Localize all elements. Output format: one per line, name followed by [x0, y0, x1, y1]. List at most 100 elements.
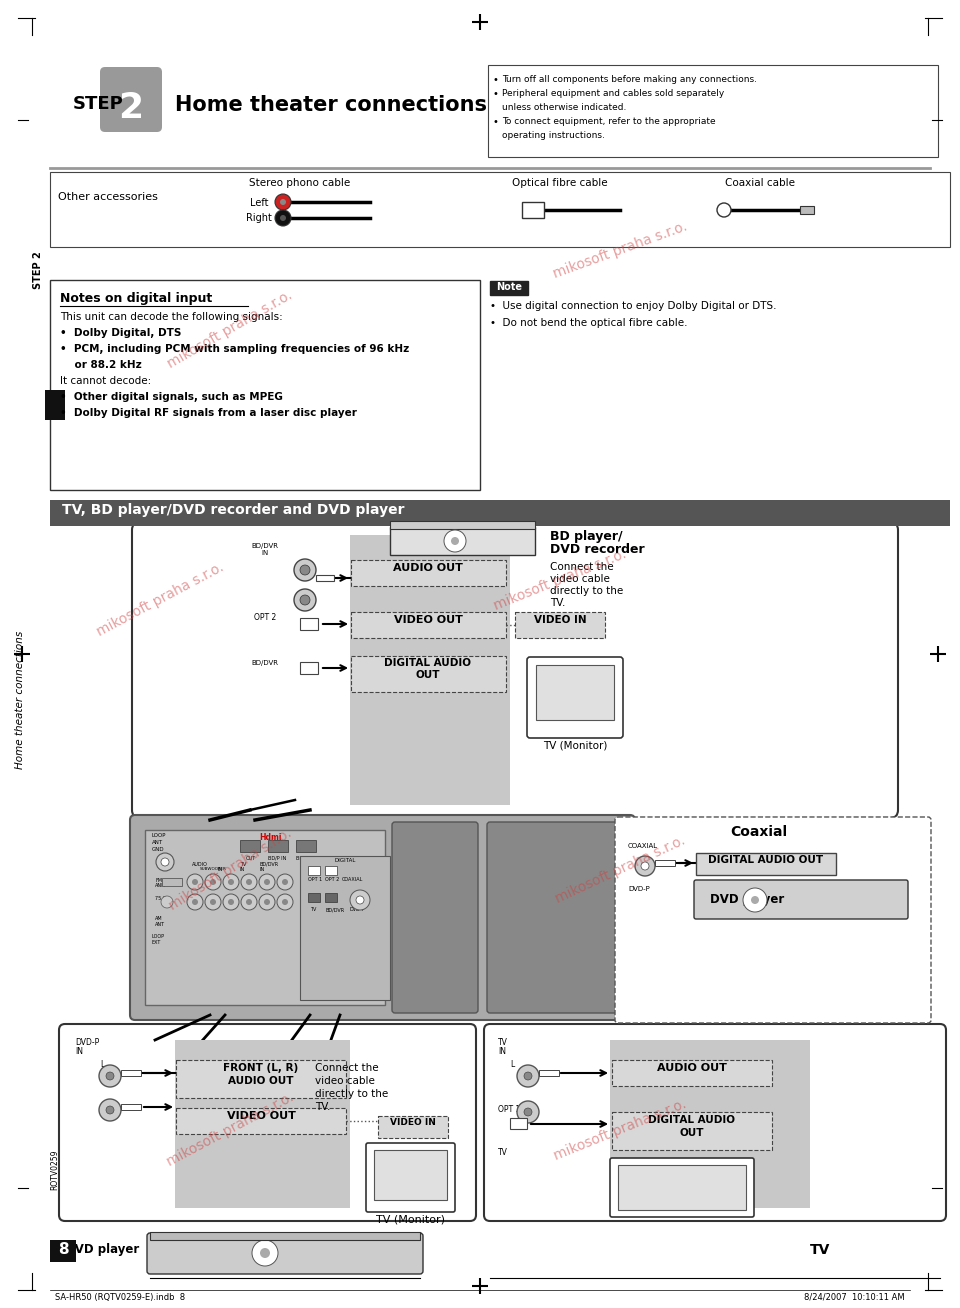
Circle shape: [223, 874, 239, 889]
FancyBboxPatch shape: [100, 67, 162, 132]
Text: OUT: OUT: [416, 670, 441, 680]
Text: Left: Left: [250, 198, 269, 208]
Bar: [390, 521, 535, 528]
Bar: [696, 853, 836, 875]
Circle shape: [246, 879, 252, 886]
Text: Home theater connections: Home theater connections: [15, 630, 25, 769]
Text: It cannot decode:: It cannot decode:: [60, 375, 152, 386]
Bar: [374, 1150, 447, 1199]
Circle shape: [187, 893, 203, 910]
Text: video cable: video cable: [550, 574, 610, 583]
Text: mikosoft praha s.r.o.: mikosoft praha s.r.o.: [94, 561, 226, 640]
Text: Other accessories: Other accessories: [58, 192, 157, 201]
Text: BD/DVR: BD/DVR: [260, 862, 279, 867]
FancyBboxPatch shape: [351, 560, 506, 586]
Circle shape: [205, 893, 221, 910]
Bar: [316, 576, 334, 581]
Text: DVD-P: DVD-P: [75, 1039, 99, 1046]
Text: TV.: TV.: [315, 1103, 330, 1112]
Bar: [522, 201, 544, 218]
FancyBboxPatch shape: [351, 657, 506, 692]
Text: DIGITAL: DIGITAL: [334, 858, 356, 863]
Text: video cable: video cable: [315, 1076, 374, 1086]
Circle shape: [635, 855, 655, 876]
Circle shape: [641, 862, 649, 870]
Text: LOOP: LOOP: [152, 833, 166, 838]
Circle shape: [241, 893, 257, 910]
FancyBboxPatch shape: [612, 1112, 772, 1150]
Text: ROTV0259: ROTV0259: [50, 1150, 59, 1190]
Bar: [300, 662, 318, 674]
Text: Home theater connections: Home theater connections: [175, 95, 487, 115]
Bar: [610, 1040, 810, 1209]
Circle shape: [277, 893, 293, 910]
Text: Note: Note: [496, 283, 522, 292]
Text: BD/DVR IN: BD/DVR IN: [296, 855, 322, 861]
Circle shape: [517, 1101, 539, 1124]
Bar: [50, 500, 950, 526]
Text: DIGITAL AUDIO: DIGITAL AUDIO: [649, 1114, 735, 1125]
Text: TV (Monitor): TV (Monitor): [542, 740, 607, 749]
Circle shape: [106, 1073, 114, 1080]
Text: AUDIO OUT: AUDIO OUT: [228, 1076, 294, 1086]
Text: STEP: STEP: [73, 95, 124, 112]
Circle shape: [280, 215, 286, 221]
Text: This unit can decode the following signals:: This unit can decode the following signa…: [60, 313, 283, 322]
Text: mikosoft praha s.r.o.: mikosoft praha s.r.o.: [553, 833, 687, 906]
Text: AUDIO: AUDIO: [192, 862, 208, 867]
Text: 8: 8: [58, 1243, 68, 1257]
Text: GND: GND: [152, 848, 164, 852]
Text: DIGITAL AUDIO: DIGITAL AUDIO: [385, 658, 471, 668]
Bar: [308, 893, 320, 903]
Text: BD/DVR: BD/DVR: [252, 543, 278, 549]
Text: mikosoft praha s.r.o.: mikosoft praha s.r.o.: [551, 220, 689, 281]
FancyBboxPatch shape: [527, 657, 623, 738]
Bar: [390, 527, 535, 555]
Text: STEP 2: STEP 2: [33, 251, 43, 289]
Text: VIDEO OUT: VIDEO OUT: [394, 615, 463, 625]
FancyBboxPatch shape: [366, 1143, 455, 1213]
Text: TV: TV: [498, 1039, 508, 1046]
Circle shape: [192, 879, 198, 886]
Bar: [296, 840, 316, 852]
Circle shape: [246, 899, 252, 905]
Circle shape: [524, 1073, 532, 1080]
Text: IN: IN: [218, 867, 224, 872]
Text: Optical fibre cable: Optical fibre cable: [513, 178, 608, 188]
Text: •  Do not bend the optical fibre cable.: • Do not bend the optical fibre cable.: [490, 318, 687, 328]
Circle shape: [444, 530, 466, 552]
Text: •  Dolby Digital RF signals from a laser disc player: • Dolby Digital RF signals from a laser …: [60, 408, 357, 419]
Text: SUBWOOFER: SUBWOOFER: [200, 867, 227, 871]
Circle shape: [161, 858, 169, 866]
Circle shape: [264, 879, 270, 886]
Text: mikosoft praha s.r.o.: mikosoft praha s.r.o.: [165, 289, 295, 371]
Text: TV (Monitor): TV (Monitor): [375, 1214, 444, 1224]
Text: 2: 2: [118, 92, 144, 126]
Text: Coaxial cable: Coaxial cable: [725, 178, 795, 188]
Text: Turn off all components before making any connections.: Turn off all components before making an…: [502, 75, 757, 84]
Text: mikosoft praha s.r.o.: mikosoft praha s.r.o.: [492, 547, 629, 613]
Circle shape: [205, 874, 221, 889]
Text: •  Use digital connection to enjoy Dolby Digital or DTS.: • Use digital connection to enjoy Dolby …: [490, 301, 777, 311]
Bar: [50, 280, 480, 490]
Text: TV.: TV.: [550, 598, 565, 608]
Text: SA-HR50 (RQTV0259-E).indb  8: SA-HR50 (RQTV0259-E).indb 8: [55, 1294, 185, 1301]
Circle shape: [751, 896, 759, 904]
Bar: [800, 205, 814, 215]
Text: OPT 2: OPT 2: [325, 876, 339, 882]
Bar: [490, 281, 528, 296]
Circle shape: [451, 538, 459, 545]
Text: BD/P IN: BD/P IN: [268, 855, 286, 861]
Bar: [45, 390, 65, 420]
Text: IN: IN: [75, 1046, 83, 1056]
Text: OPT 1: OPT 1: [498, 1105, 520, 1114]
Text: OUT: OUT: [680, 1127, 705, 1138]
Circle shape: [156, 853, 174, 871]
FancyBboxPatch shape: [484, 1024, 946, 1220]
Bar: [325, 893, 337, 903]
Text: TV: TV: [310, 906, 317, 912]
Circle shape: [223, 893, 239, 910]
Bar: [350, 535, 510, 804]
Bar: [325, 866, 337, 875]
Circle shape: [259, 893, 275, 910]
